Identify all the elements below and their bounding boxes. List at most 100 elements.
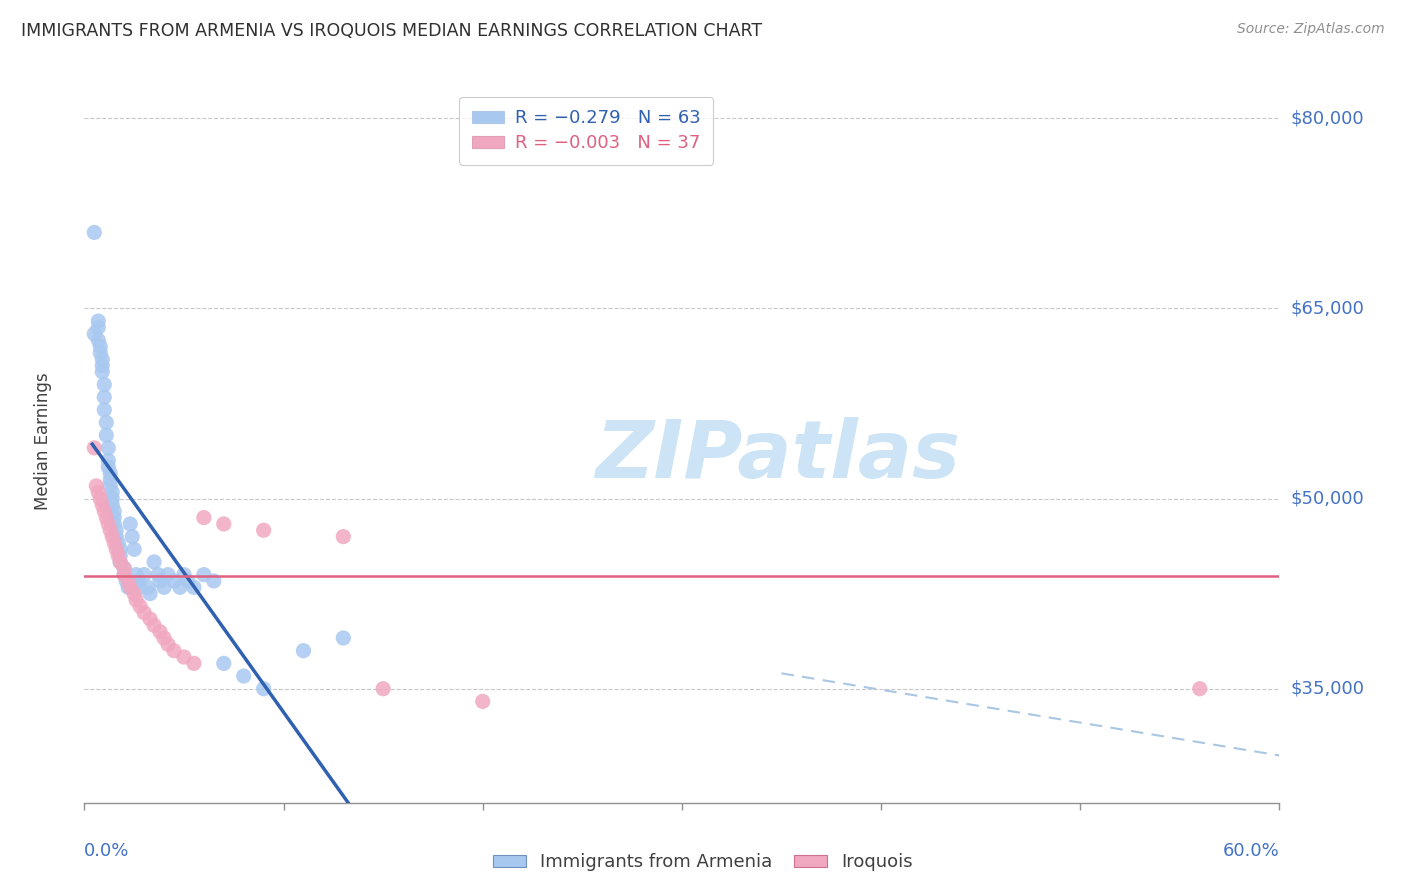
- Point: [103, 536, 125, 550]
- Point: [149, 624, 172, 639]
- Point: [292, 643, 315, 657]
- Point: [212, 516, 235, 531]
- Point: [87, 333, 110, 347]
- Point: [98, 523, 121, 537]
- Point: [91, 498, 114, 512]
- Point: [96, 428, 118, 442]
- Point: [193, 567, 215, 582]
- Point: [112, 561, 135, 575]
- Point: [96, 416, 118, 430]
- Point: [93, 377, 115, 392]
- Point: [183, 580, 205, 594]
- Point: [173, 567, 195, 582]
- Point: [112, 567, 135, 582]
- Point: [122, 542, 145, 557]
- Text: IMMIGRANTS FROM ARMENIA VS IROQUOIS MEDIAN EARNINGS CORRELATION CHART: IMMIGRANTS FROM ARMENIA VS IROQUOIS MEDI…: [21, 22, 762, 40]
- Point: [110, 542, 132, 557]
- Point: [183, 657, 205, 671]
- Point: [89, 339, 111, 353]
- Point: [93, 390, 115, 404]
- Point: [373, 681, 395, 696]
- Point: [112, 561, 135, 575]
- Point: [110, 555, 132, 569]
- Point: [117, 574, 139, 588]
- Point: [86, 479, 108, 493]
- Point: [173, 650, 195, 665]
- Point: [153, 580, 176, 594]
- Point: [103, 504, 125, 518]
- Point: [87, 320, 110, 334]
- Point: [101, 530, 124, 544]
- Point: [146, 567, 169, 582]
- Point: [149, 574, 172, 588]
- Point: [157, 567, 180, 582]
- Point: [129, 580, 152, 594]
- Point: [91, 352, 114, 367]
- Point: [232, 669, 254, 683]
- Text: $35,000: $35,000: [1291, 680, 1365, 698]
- Point: [157, 637, 180, 651]
- Point: [121, 530, 143, 544]
- Point: [139, 612, 162, 626]
- Point: [83, 226, 105, 240]
- Text: Source: ZipAtlas.com: Source: ZipAtlas.com: [1237, 22, 1385, 37]
- Point: [136, 580, 159, 594]
- Point: [105, 542, 128, 557]
- Point: [132, 606, 156, 620]
- Text: ZIPatlas: ZIPatlas: [595, 417, 960, 495]
- Point: [105, 530, 128, 544]
- Point: [103, 516, 125, 531]
- Point: [202, 574, 225, 588]
- Point: [83, 441, 105, 455]
- Point: [177, 574, 200, 588]
- Point: [101, 485, 124, 500]
- Point: [253, 681, 276, 696]
- Point: [471, 694, 494, 708]
- Point: [332, 631, 354, 645]
- Point: [87, 314, 110, 328]
- Point: [98, 479, 121, 493]
- Point: [120, 580, 142, 594]
- Point: [98, 467, 121, 481]
- Point: [101, 491, 124, 506]
- Point: [332, 530, 354, 544]
- Point: [93, 504, 115, 518]
- Legend: R = −0.279   N = 63, R = −0.003   N = 37: R = −0.279 N = 63, R = −0.003 N = 37: [460, 96, 713, 165]
- Text: $65,000: $65,000: [1291, 300, 1364, 318]
- Point: [87, 485, 110, 500]
- Point: [91, 359, 114, 373]
- Point: [89, 346, 111, 360]
- Point: [97, 459, 120, 474]
- Point: [117, 580, 139, 594]
- Point: [98, 473, 121, 487]
- Point: [143, 555, 166, 569]
- Point: [143, 618, 166, 632]
- Point: [122, 587, 145, 601]
- Point: [253, 523, 276, 537]
- Point: [101, 498, 124, 512]
- Point: [193, 510, 215, 524]
- Point: [110, 555, 132, 569]
- Point: [110, 549, 132, 563]
- Point: [120, 516, 142, 531]
- Text: $50,000: $50,000: [1291, 490, 1364, 508]
- Point: [105, 523, 128, 537]
- Point: [96, 510, 118, 524]
- Point: [97, 453, 120, 467]
- Text: $80,000: $80,000: [1291, 110, 1364, 128]
- Point: [169, 580, 191, 594]
- Legend: Immigrants from Armenia, Iroquois: Immigrants from Armenia, Iroquois: [486, 847, 920, 879]
- Point: [83, 326, 105, 341]
- Text: 0.0%: 0.0%: [84, 842, 129, 860]
- Point: [125, 567, 148, 582]
- Point: [125, 593, 148, 607]
- Point: [91, 365, 114, 379]
- Point: [153, 631, 176, 645]
- Point: [107, 536, 129, 550]
- Point: [163, 574, 186, 588]
- Point: [107, 549, 129, 563]
- Point: [97, 516, 120, 531]
- Point: [89, 491, 111, 506]
- Point: [97, 441, 120, 455]
- Point: [212, 657, 235, 671]
